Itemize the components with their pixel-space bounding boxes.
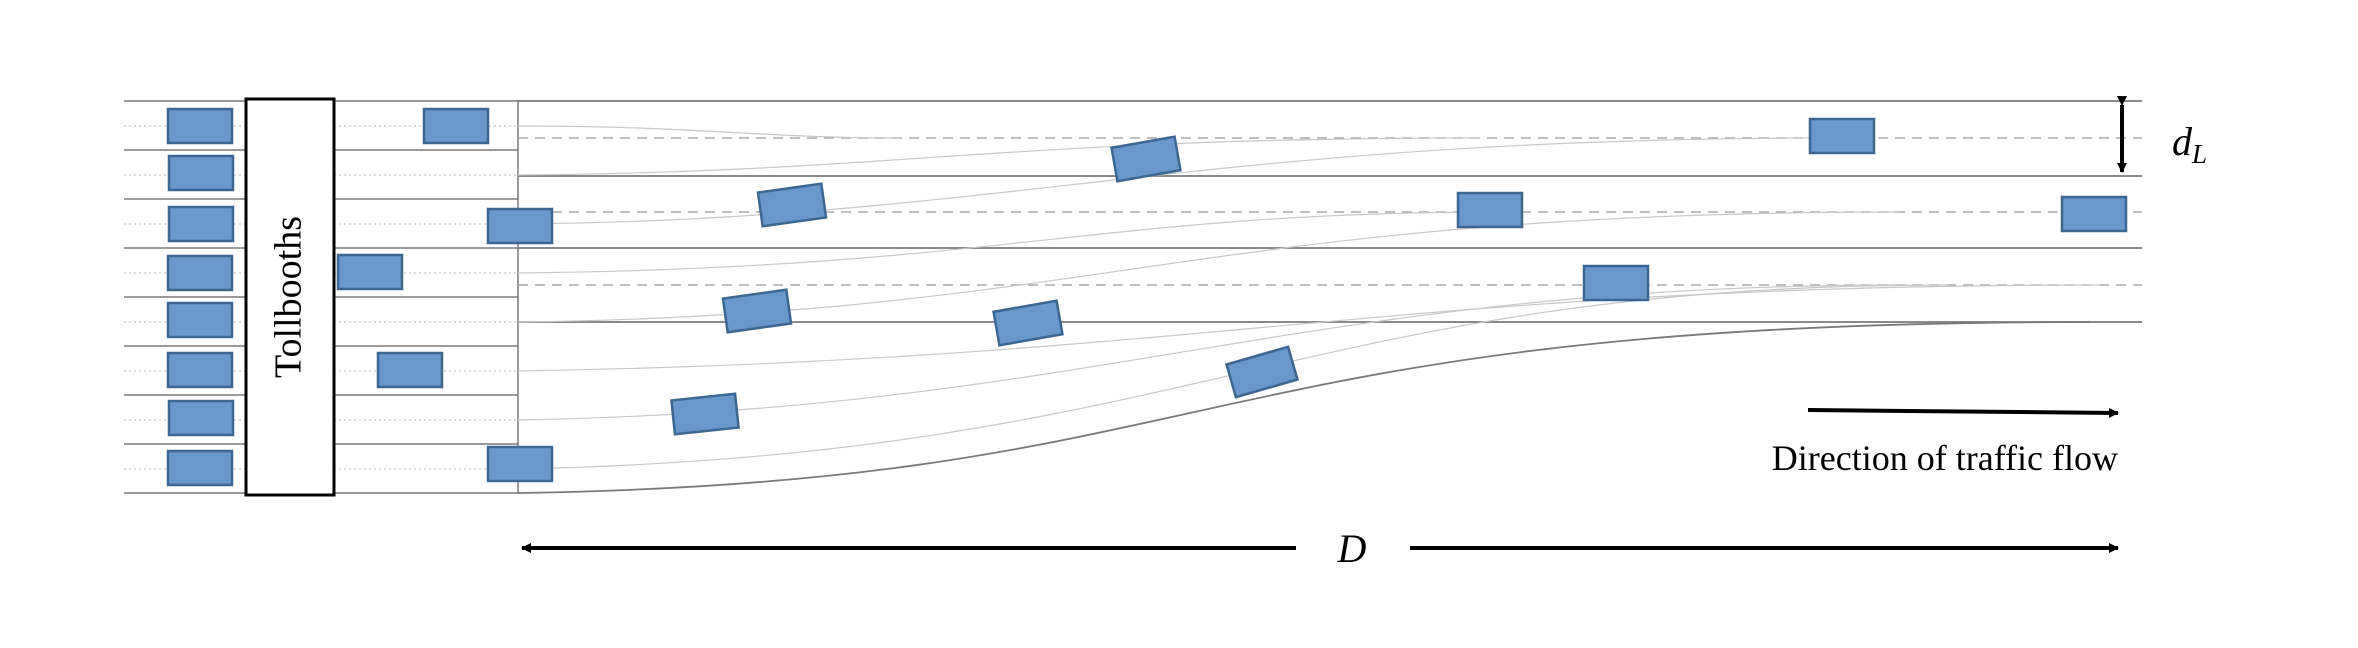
vehicle [486, 207, 554, 245]
vehicle [336, 253, 404, 291]
direction-arrow [1807, 407, 2119, 418]
vehicle [422, 107, 490, 145]
vehicle [166, 254, 234, 292]
vehicle [167, 399, 235, 437]
vehicle [1456, 191, 1524, 229]
vehicle [166, 107, 234, 145]
vehicle [1808, 117, 1876, 155]
tollbooth-label: Tollbooths [268, 216, 310, 378]
vehicle [1582, 264, 1650, 302]
vehicle [166, 301, 234, 339]
lane-width-label: dL [2172, 119, 2207, 169]
distance-label: D [1337, 526, 1367, 571]
vehicle [756, 182, 828, 228]
direction-label: Direction of traffic flow [1772, 438, 2118, 478]
tollbooth-box [244, 97, 336, 497]
vehicle [721, 288, 793, 334]
vehicles [166, 107, 2128, 487]
vehicle [167, 205, 235, 243]
vehicle [1225, 345, 1299, 399]
vehicle [166, 351, 234, 389]
vehicle [2060, 195, 2128, 233]
vehicle [167, 154, 235, 192]
vehicle [166, 449, 234, 487]
vehicle [1110, 135, 1182, 183]
vehicle [992, 299, 1064, 347]
vehicle [376, 351, 444, 389]
vehicle [670, 392, 740, 436]
vehicle [486, 445, 554, 483]
